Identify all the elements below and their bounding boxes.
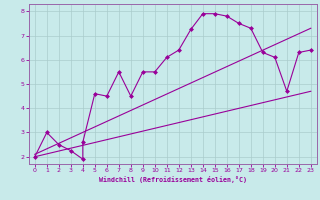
X-axis label: Windchill (Refroidissement éolien,°C): Windchill (Refroidissement éolien,°C) [99, 176, 247, 183]
